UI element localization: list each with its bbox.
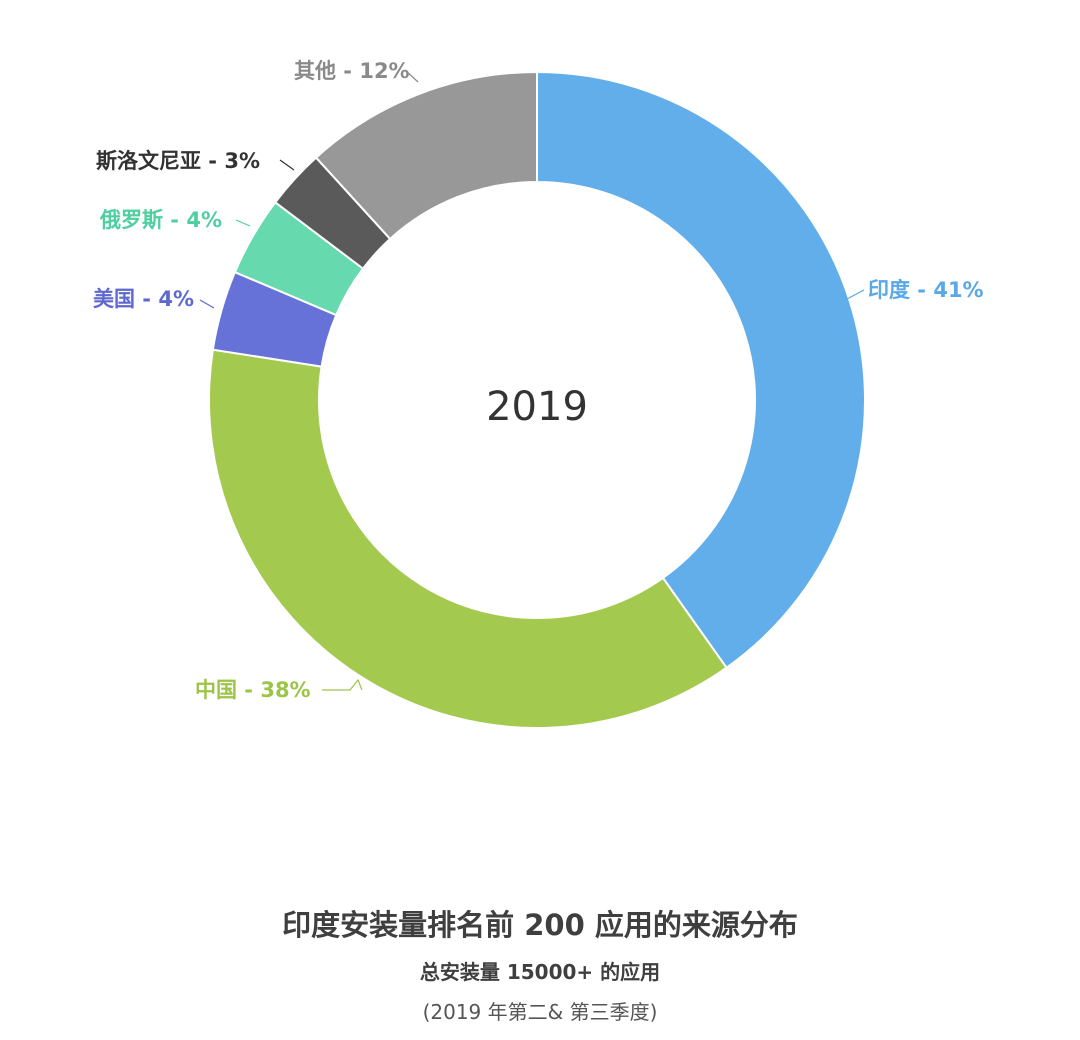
center-year-label: 2019 <box>486 384 588 430</box>
slice-label-4: 斯洛文尼亚 - 3% <box>96 149 260 173</box>
leader-line-5 <box>404 69 419 83</box>
donut-slice-0 <box>536 70 866 670</box>
chart-subtitle: 总安装量 15000+ 的应用 <box>419 960 661 984</box>
slice-label-1: 中国 - 38% <box>195 678 311 702</box>
slice-label-5: 其他 - 12% <box>294 59 410 83</box>
donut-chart: 印度 - 41% 中国 - 38% 美国 - 4% 俄罗斯 - 4% 斯洛文尼亚 - 3… <box>93 59 984 729</box>
slice-labels: 印度 - 41% 中国 - 38% 美国 - 4% 俄罗斯 - 4% 斯洛文尼亚 - 3… <box>93 59 984 702</box>
leader-line-2 <box>199 299 215 309</box>
donut-slice-5 <box>314 70 538 241</box>
leader-line-1 <box>322 678 363 691</box>
donut-slices <box>208 70 866 729</box>
donut-slice-1 <box>208 348 728 729</box>
leader-line-4 <box>279 159 295 171</box>
chart-note: (2019 年第二& 第三季度) <box>422 1000 658 1024</box>
leader-line-3 <box>235 219 251 227</box>
chart-title: 印度安装量排名前 200 应用的来源分布 <box>282 908 798 942</box>
slice-label-0: 印度 - 41% <box>868 278 984 302</box>
slice-label-3: 俄罗斯 - 4% <box>99 208 222 232</box>
leader-lines <box>199 69 865 691</box>
leader-line-0 <box>844 289 865 301</box>
slice-label-2: 美国 - 4% <box>93 287 194 311</box>
